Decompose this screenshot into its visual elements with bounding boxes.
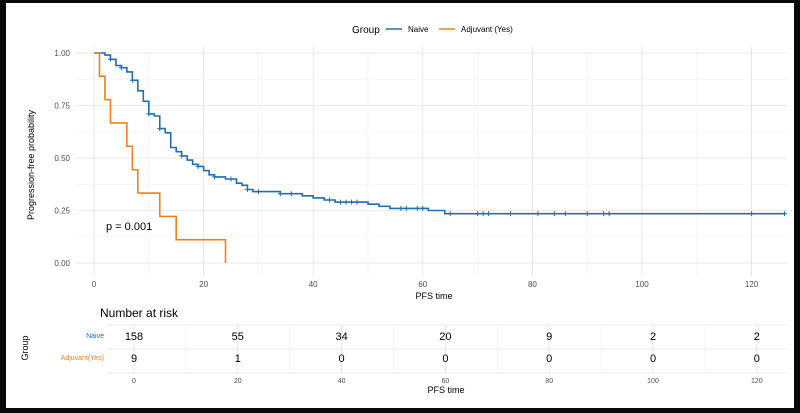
survival-curves (94, 52, 787, 263)
censor-mark (338, 199, 344, 205)
y-tick-labels: 0.00 0.25 0.50 0.75 1.00 (54, 49, 70, 268)
censor-mark (107, 56, 113, 62)
censor-mark (255, 189, 261, 195)
censor-mark (118, 65, 124, 71)
x-tick-label: 20 (199, 280, 208, 289)
risk-value: 0 (339, 353, 345, 365)
y-tick-label: 1.00 (54, 49, 70, 58)
censor-mark (157, 126, 163, 132)
censor-mark (349, 199, 355, 205)
censor-mark (447, 211, 453, 217)
censor-mark (212, 174, 218, 180)
censor-mark (327, 197, 333, 203)
legend-title: Group (352, 25, 380, 36)
censor-mark (179, 153, 185, 159)
censor-mark (749, 211, 755, 217)
y-tick-label: 0.25 (54, 207, 70, 216)
risk-table-x-ticks: 0 20 40 60 80 100 120 (132, 378, 763, 385)
censor-mark (507, 211, 513, 217)
censor-mark (244, 187, 250, 192)
censor-mark (420, 205, 426, 211)
risk-value: 158 (125, 331, 143, 343)
risk-x-tick-label: 80 (545, 378, 553, 385)
y-axis-title: Progression-free probability (26, 109, 36, 220)
plot-grid (76, 47, 787, 276)
x-tick-label: 40 (309, 280, 318, 289)
risk-x-tick-label: 60 (442, 378, 450, 385)
x-tick-label: 100 (635, 280, 649, 289)
risk-x-tick-label: 0 (132, 378, 136, 385)
risk-table-row-labels: Naive Adjuvant(Yes) (61, 333, 104, 362)
risk-x-tick-label: 100 (647, 378, 659, 385)
series-line-1 (94, 52, 227, 263)
risk-value: 2 (650, 331, 656, 343)
censor-mark (414, 205, 420, 211)
risk-table-x-title: PFS time (427, 385, 464, 395)
risk-table-values: 158 55 34 20 9 2 2 9 1 0 0 0 0 0 (125, 331, 760, 365)
survival-figure: Group Naive Adjuvant (Yes) 0.000.250.500… (20, 25, 787, 395)
x-axis-title: PFS time (415, 291, 452, 301)
risk-value: 34 (335, 331, 347, 343)
legend: Group Naive Adjuvant (Yes) (352, 25, 513, 36)
censor-mark (129, 77, 135, 83)
risk-value: 2 (754, 331, 760, 343)
censor-mark (195, 163, 201, 169)
risk-row-label: Naive (86, 333, 104, 340)
legend-label-adjuvant: Adjuvant (Yes) (461, 25, 513, 34)
censor-mark (781, 211, 787, 217)
censor-mark (403, 205, 409, 211)
risk-table-grid (108, 324, 787, 374)
x-tick-label: 0 (92, 280, 97, 289)
legend-label-naive: Naive (408, 25, 429, 34)
censor-mark (354, 199, 360, 205)
risk-value: 0 (546, 353, 552, 365)
y-tick-label: 0.75 (54, 102, 70, 111)
risk-value: 0 (754, 353, 760, 365)
x-tick-labels: 0 20 40 60 80 100 120 (92, 280, 759, 289)
risk-table-y-title: Group (20, 335, 30, 360)
x-tick-label: 120 (745, 280, 759, 289)
censor-mark (562, 211, 568, 217)
censor-mark (343, 199, 349, 205)
censor-mark (398, 205, 404, 211)
risk-table-title: Number at risk (100, 306, 179, 320)
risk-x-tick-label: 40 (338, 378, 346, 385)
censor-mark (288, 191, 294, 197)
censor-mark (480, 211, 486, 217)
censor-mark (551, 211, 557, 217)
risk-x-tick-label: 20 (234, 378, 242, 385)
censor-mark (535, 211, 541, 217)
censor-mark (486, 211, 492, 217)
risk-value: 1 (235, 353, 241, 365)
x-tick-label: 60 (418, 280, 427, 289)
y-tick-label: 0.50 (54, 154, 70, 163)
y-tick-label: 0.00 (54, 259, 70, 268)
censor-mark (277, 191, 283, 197)
censor-mark (601, 211, 607, 217)
p-value-annotation: p = 0.001 (106, 221, 152, 233)
risk-row-label: Adjuvant(Yes) (61, 355, 104, 362)
risk-value: 20 (439, 331, 451, 343)
censor-mark (146, 111, 152, 117)
risk-x-tick-label: 120 (751, 378, 763, 385)
censor-mark (606, 211, 612, 217)
risk-value: 9 (131, 353, 137, 365)
censor-mark (475, 211, 481, 217)
x-tick-label: 80 (528, 280, 537, 289)
risk-value: 9 (546, 331, 552, 343)
risk-value: 0 (650, 353, 656, 365)
figure: Group Naive Adjuvant (Yes) 0.00 0.25 0.50 0… (6, 3, 794, 408)
censor-mark (228, 176, 234, 182)
censor-mark (584, 211, 590, 217)
risk-value: 0 (442, 353, 448, 365)
risk-value: 55 (232, 331, 244, 343)
series-line-0 (94, 52, 785, 215)
